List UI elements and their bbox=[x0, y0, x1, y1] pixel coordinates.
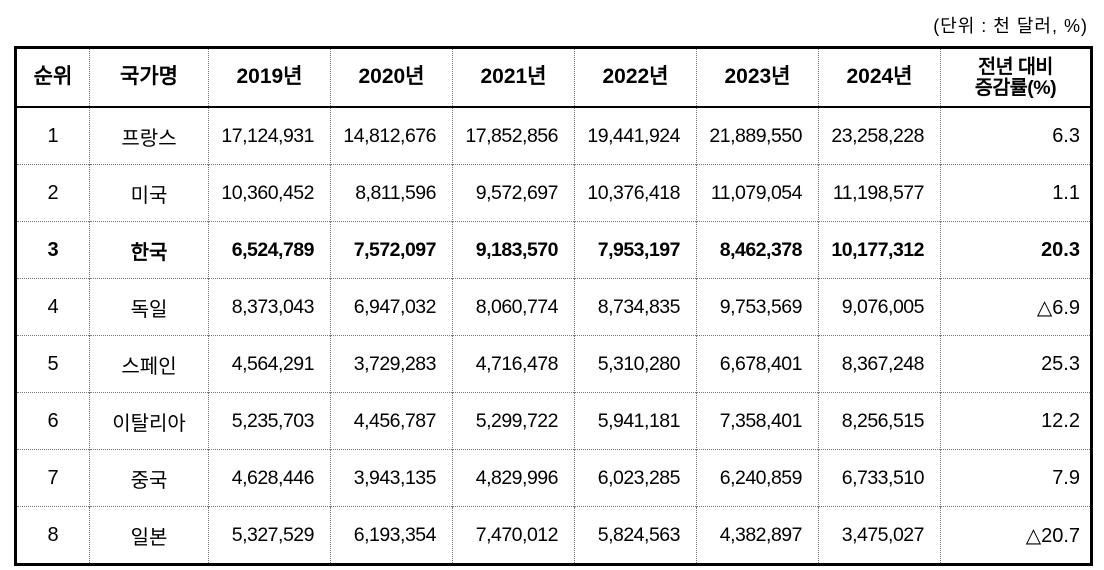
change-cell: 1.1 bbox=[940, 164, 1092, 222]
country-cell: 미국 bbox=[89, 164, 209, 222]
rank-cell: 5 bbox=[15, 335, 90, 393]
table-row: 2 미국 10,360,452 8,811,596 9,572,697 10,376,41… bbox=[15, 164, 1092, 222]
value-cell: 9,572,697 bbox=[452, 164, 575, 222]
value-cell: 8,734,835 bbox=[574, 278, 697, 336]
value-cell: 7,470,012 bbox=[452, 506, 575, 565]
value-cell: 11,079,054 bbox=[696, 164, 819, 222]
value-cell: 9,753,569 bbox=[696, 278, 819, 336]
rank-cell: 6 bbox=[15, 392, 90, 450]
table-row: 3 한국 6,524,789 7,572,097 9,183,570 7,953,197 8… bbox=[15, 221, 1092, 279]
change-cell: 12.2 bbox=[940, 392, 1092, 450]
value-cell: 17,852,856 bbox=[452, 107, 575, 165]
country-cell: 스페인 bbox=[89, 335, 209, 393]
value-cell: 4,382,897 bbox=[696, 506, 819, 565]
header-rank: 순위 bbox=[15, 47, 90, 108]
value-cell: 23,258,228 bbox=[818, 107, 941, 165]
country-cell: 일본 bbox=[89, 506, 209, 565]
value-cell: 4,564,291 bbox=[208, 335, 331, 393]
value-cell: 19,441,924 bbox=[574, 107, 697, 165]
header-change-line1: 전년 대비 bbox=[978, 56, 1053, 79]
value-cell: 9,183,570 bbox=[452, 221, 575, 279]
header-2024: 2024년 bbox=[818, 47, 941, 108]
value-cell: 4,716,478 bbox=[452, 335, 575, 393]
header-2023: 2023년 bbox=[696, 47, 819, 108]
change-cell: 7.9 bbox=[940, 449, 1092, 507]
value-cell: 5,941,181 bbox=[574, 392, 697, 450]
value-cell: 7,358,401 bbox=[696, 392, 819, 450]
value-cell: 5,235,703 bbox=[208, 392, 331, 450]
value-cell: 6,524,789 bbox=[208, 221, 331, 279]
header-change-line2: 증감률(%) bbox=[974, 76, 1057, 99]
change-cell: 20.3 bbox=[940, 221, 1092, 279]
value-cell: 8,811,596 bbox=[330, 164, 453, 222]
value-cell: 9,076,005 bbox=[818, 278, 941, 336]
value-cell: 6,193,354 bbox=[330, 506, 453, 565]
table-header: 순위 국가명 2019년 2020년 2021년 2022년 2023년 202… bbox=[15, 47, 1092, 108]
value-cell: 7,572,097 bbox=[330, 221, 453, 279]
country-cell: 이탈리아 bbox=[89, 392, 209, 450]
header-change: 전년 대비 증감률(%) bbox=[940, 47, 1092, 108]
table-row: 5 스페인 4,564,291 3,729,283 4,716,478 5,310,280… bbox=[15, 335, 1092, 393]
value-cell: 5,327,529 bbox=[208, 506, 331, 565]
country-stats-table: 순위 국가명 2019년 2020년 2021년 2022년 2023년 202… bbox=[14, 46, 1093, 566]
table-row: 8 일본 5,327,529 6,193,354 7,470,012 5,824,563 4… bbox=[15, 506, 1092, 565]
value-cell: 11,198,577 bbox=[818, 164, 941, 222]
change-cell: △20.7 bbox=[940, 506, 1092, 565]
header-2021: 2021년 bbox=[452, 47, 575, 108]
country-cell: 한국 bbox=[89, 221, 209, 279]
table-row: 1 프랑스 17,124,931 14,812,676 17,852,856 19,441… bbox=[15, 107, 1092, 165]
value-cell: 8,373,043 bbox=[208, 278, 331, 336]
value-cell: 5,824,563 bbox=[574, 506, 697, 565]
unit-label: (단위 : 천 달러, %) bbox=[933, 16, 1088, 36]
value-cell: 4,628,446 bbox=[208, 449, 331, 507]
table-row: 6 이탈리아 5,235,703 4,456,787 5,299,722 5,941,18… bbox=[15, 392, 1092, 450]
rank-cell: 2 bbox=[15, 164, 90, 222]
value-cell: 4,456,787 bbox=[330, 392, 453, 450]
value-cell: 3,943,135 bbox=[330, 449, 453, 507]
table-row: 7 중국 4,628,446 3,943,135 4,829,996 6,023,285 6… bbox=[15, 449, 1092, 507]
rank-cell: 1 bbox=[15, 107, 90, 165]
value-cell: 4,829,996 bbox=[452, 449, 575, 507]
value-cell: 10,177,312 bbox=[818, 221, 941, 279]
change-cell: △6.9 bbox=[940, 278, 1092, 336]
table-row: 4 독일 8,373,043 6,947,032 8,060,774 8,734,835 9… bbox=[15, 278, 1092, 336]
value-cell: 5,299,722 bbox=[452, 392, 575, 450]
rank-cell: 7 bbox=[15, 449, 90, 507]
table-body: 1 프랑스 17,124,931 14,812,676 17,852,856 19,441… bbox=[15, 107, 1092, 565]
country-cell: 독일 bbox=[89, 278, 209, 336]
header-2022: 2022년 bbox=[574, 47, 697, 108]
rank-cell: 3 bbox=[15, 221, 90, 279]
rank-cell: 4 bbox=[15, 278, 90, 336]
value-cell: 6,733,510 bbox=[818, 449, 941, 507]
country-cell: 프랑스 bbox=[89, 107, 209, 165]
header-row: 순위 국가명 2019년 2020년 2021년 2022년 2023년 202… bbox=[15, 47, 1092, 108]
value-cell: 3,475,027 bbox=[818, 506, 941, 565]
rank-cell: 8 bbox=[15, 506, 90, 565]
value-cell: 7,953,197 bbox=[574, 221, 697, 279]
value-cell: 8,060,774 bbox=[452, 278, 575, 336]
value-cell: 17,124,931 bbox=[208, 107, 331, 165]
value-cell: 21,889,550 bbox=[696, 107, 819, 165]
value-cell: 6,023,285 bbox=[574, 449, 697, 507]
value-cell: 8,367,248 bbox=[818, 335, 941, 393]
value-cell: 3,729,283 bbox=[330, 335, 453, 393]
change-cell: 6.3 bbox=[940, 107, 1092, 165]
header-country: 국가명 bbox=[89, 47, 209, 108]
value-cell: 6,947,032 bbox=[330, 278, 453, 336]
value-cell: 10,360,452 bbox=[208, 164, 331, 222]
change-cell: 25.3 bbox=[940, 335, 1092, 393]
value-cell: 10,376,418 bbox=[574, 164, 697, 222]
value-cell: 6,240,859 bbox=[696, 449, 819, 507]
country-cell: 중국 bbox=[89, 449, 209, 507]
value-cell: 14,812,676 bbox=[330, 107, 453, 165]
value-cell: 8,462,378 bbox=[696, 221, 819, 279]
header-2020: 2020년 bbox=[330, 47, 453, 108]
value-cell: 5,310,280 bbox=[574, 335, 697, 393]
value-cell: 6,678,401 bbox=[696, 335, 819, 393]
value-cell: 8,256,515 bbox=[818, 392, 941, 450]
header-2019: 2019년 bbox=[208, 47, 331, 108]
